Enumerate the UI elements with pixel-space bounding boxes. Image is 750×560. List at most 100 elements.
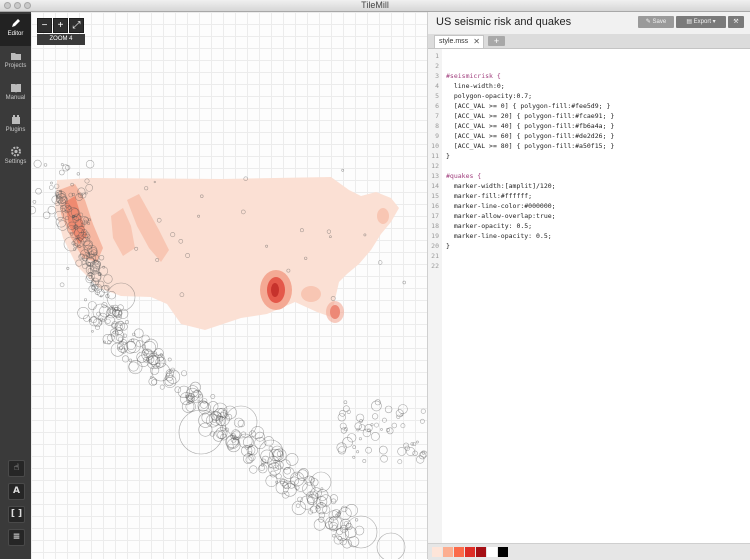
quake-marker: [128, 358, 133, 362]
sidebar-item-manual[interactable]: Manual: [0, 78, 31, 110]
quake-marker: [419, 418, 425, 424]
quake-marker: [76, 172, 80, 176]
quake-marker: [406, 446, 416, 456]
quake-marker: [356, 450, 360, 454]
quake-marker: [75, 235, 80, 240]
quake-marker: [106, 308, 117, 319]
quake-marker: [149, 376, 153, 379]
quake-marker: [80, 192, 87, 199]
quake-marker: [170, 367, 176, 373]
palette-swatch[interactable]: [443, 547, 453, 557]
quake-marker: [201, 398, 208, 404]
quake-marker: [197, 214, 201, 218]
palette-swatch[interactable]: [487, 547, 497, 557]
line-gutter: 1 2 3 4 5 6 7 8 9 10 11 12 13 14 15 16 17 18 19 20 21 22: [428, 49, 442, 543]
quake-marker: [343, 400, 348, 405]
quake-marker: [150, 354, 165, 369]
quake-marker: [258, 464, 265, 471]
quake-marker: [81, 260, 87, 265]
quake-marker: [273, 448, 287, 462]
save-button[interactable]: ✎ Save: [638, 16, 674, 28]
quake-marker: [84, 178, 90, 184]
quake-marker: [339, 518, 352, 531]
quake-marker: [304, 475, 315, 486]
chevron-down-icon: ▾: [711, 19, 716, 25]
map-canvas[interactable]: [31, 12, 427, 559]
close-window-button[interactable]: [4, 2, 11, 9]
quake-marker: [260, 462, 265, 467]
quake-marker: [65, 203, 70, 208]
quake-marker: [370, 431, 380, 441]
palette-swatch[interactable]: [454, 547, 464, 557]
palette-swatch[interactable]: [476, 547, 486, 557]
code-editor[interactable]: 1 2 3 4 5 6 7 8 9 10 11 12 13 14 15 16 17 18 19 20 21 22 #sei…: [428, 49, 750, 543]
quake-marker: [92, 303, 110, 321]
quake-marker: [134, 246, 139, 251]
risk-zone-charleston-outer: [326, 301, 344, 323]
quake-marker: [380, 454, 388, 463]
add-tab-button[interactable]: +: [488, 36, 505, 46]
line-number: 18: [431, 222, 439, 230]
export-button[interactable]: ▤ Export ▾: [676, 16, 726, 28]
quake-marker: [255, 431, 265, 442]
line-number: 12: [431, 162, 439, 170]
quake-marker: [177, 385, 190, 399]
quake-marker: [365, 446, 372, 454]
quake-marker: [59, 282, 65, 288]
wrench-button[interactable]: ⚒: [728, 16, 744, 28]
quake-marker: [96, 311, 102, 317]
palette-swatch[interactable]: [465, 547, 475, 557]
quake-marker: [155, 258, 160, 262]
quake-marker: [263, 436, 274, 447]
minimize-window-button[interactable]: [14, 2, 21, 9]
sidebar-item-editor[interactable]: Editor: [0, 14, 31, 46]
quake-marker: [268, 462, 282, 476]
palette-swatch[interactable]: [432, 547, 442, 557]
bracket-tool-icon[interactable]: [ ]: [8, 506, 25, 523]
quake-marker: [199, 400, 208, 409]
quake-marker: [104, 315, 115, 326]
quake-marker: [415, 440, 419, 444]
map-viewport[interactable]: − + ⤢ ZOOM 4: [31, 12, 427, 559]
quake-marker: [93, 318, 102, 328]
quake-marker: [355, 518, 359, 522]
maximize-window-button[interactable]: [24, 2, 31, 9]
sidebar-item-plugins[interactable]: Plugins: [0, 110, 31, 142]
fullscreen-button[interactable]: ⤢: [69, 18, 84, 33]
zoom-out-button[interactable]: −: [37, 18, 52, 33]
code-line: marker-allow-overlap:true;: [446, 212, 556, 220]
quake-marker: [178, 239, 184, 244]
quake-marker: [47, 205, 56, 215]
code-line: marker-line-color:#000000;: [446, 202, 556, 210]
quake-marker: [217, 430, 226, 440]
quake-marker: [295, 503, 301, 508]
palette-swatch[interactable]: [498, 547, 508, 557]
zoom-in-button[interactable]: +: [53, 18, 68, 33]
quake-marker: [54, 210, 65, 221]
sidebar-item-settings[interactable]: Settings: [0, 142, 31, 174]
quake-marker: [93, 252, 97, 256]
book-icon: [10, 84, 21, 93]
tab-style-mss[interactable]: style.mss ✕: [434, 35, 484, 48]
line-number: 5: [435, 92, 439, 100]
quake-marker: [90, 280, 97, 286]
quake-marker: [59, 196, 69, 205]
quake-marker: [126, 340, 136, 351]
pointer-tool-icon[interactable]: ☝: [8, 460, 25, 477]
line-number: 7: [435, 112, 439, 120]
quake-marker: [144, 338, 158, 353]
quake-marker: [339, 422, 347, 430]
quake-marker: [179, 292, 185, 298]
layers-tool-icon[interactable]: ≡: [8, 529, 25, 546]
quake-marker: [308, 509, 314, 515]
quake-marker: [98, 255, 105, 261]
quake-marker: [54, 200, 60, 206]
quake-marker: [363, 233, 367, 237]
sidebar-item-projects[interactable]: Projects: [0, 46, 31, 78]
quake-marker: [345, 503, 358, 517]
quake-marker: [159, 353, 163, 356]
close-icon[interactable]: ✕: [473, 37, 480, 46]
font-tool-icon[interactable]: A: [8, 483, 25, 500]
line-number: 10: [431, 142, 439, 150]
quake-marker: [32, 200, 37, 204]
